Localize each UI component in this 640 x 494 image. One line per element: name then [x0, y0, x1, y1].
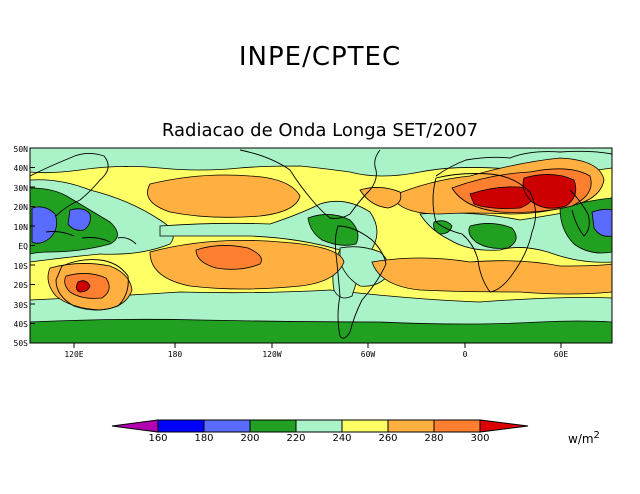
lat-label-40n: 40N: [13, 164, 28, 173]
lon-label-120e: 120E: [64, 350, 84, 359]
lat-label-eq: EQ: [18, 242, 28, 251]
region-central-america-green: [307, 214, 359, 246]
colorbar-swatch-240-260: [341, 419, 389, 433]
lat-label-30s: 30S: [13, 301, 28, 310]
lat-label-10s: 10S: [13, 262, 28, 271]
lat-ticks: [30, 147, 35, 344]
colorbar-label-160: 160: [148, 433, 168, 444]
colorbar-label-200: 200: [240, 433, 260, 444]
colorbar-label-180: 180: [194, 433, 214, 444]
lon-label-120w: 120W: [262, 350, 282, 359]
page-title: INPE/CPTEC: [238, 42, 402, 72]
region-central-pacific-deep-orange: [195, 245, 262, 270]
region-north-pacific-orange: [147, 174, 301, 218]
units-text: w/m: [568, 432, 594, 446]
olr-field: [30, 148, 612, 343]
region-arabia-red: [522, 174, 577, 209]
lat-label-20n: 20N: [13, 203, 28, 212]
lat-label-20s: 20S: [13, 281, 28, 290]
map-subtitle: Radiacao de Onda Longa SET/2007: [161, 120, 479, 141]
colorbar-swatch-gt300: [479, 419, 529, 433]
coast-india: [569, 189, 590, 237]
region-philippines-blue: [67, 208, 91, 231]
coast-europe: [435, 150, 612, 177]
region-africa-green: [468, 223, 517, 249]
colorbar-swatch-200-220: [249, 419, 297, 433]
colorbar-swatch-160-180: [157, 419, 205, 433]
colorbar-label-220: 220: [286, 433, 306, 444]
colorbar: [111, 419, 529, 433]
colorbar-label-260: 260: [378, 433, 398, 444]
coast-indonesia: [45, 231, 137, 245]
lat-label-50n: 50N: [13, 145, 28, 154]
coast-africa: [432, 173, 536, 293]
region-north-atlantic-orange: [359, 187, 402, 209]
colorbar-swatch-260-280: [387, 419, 435, 433]
lon-label-60w: 60W: [360, 350, 376, 359]
coast-south-america: [334, 225, 387, 339]
colorbar-swatch-280-300: [433, 419, 481, 433]
units-exponent: 2: [593, 430, 600, 441]
coastlines: [30, 149, 612, 339]
coast-australia: [55, 259, 129, 311]
colorbar-swatch-220-240: [295, 419, 343, 433]
colorbar-label-300: 300: [470, 433, 490, 444]
lon-ticks: [73, 343, 562, 348]
coast-asia: [30, 153, 109, 217]
lat-label-50s: 50S: [13, 339, 28, 348]
region-south-atlantic-orange: [371, 257, 612, 295]
colorbar-swatch-lt160: [111, 419, 159, 433]
colorbar-label-280: 280: [424, 433, 444, 444]
lat-label-30n: 30N: [13, 184, 28, 193]
region-warm-pool-blue: [31, 206, 58, 244]
region-south-green: [30, 318, 612, 343]
units-label: w/m2: [568, 430, 600, 446]
region-australia-red: [76, 280, 91, 293]
coast-north-america: [239, 149, 381, 219]
lon-label-0: 0: [462, 350, 468, 359]
lat-label-10n: 10N: [13, 223, 28, 232]
colorbar-swatch-180-200: [203, 419, 251, 433]
region-bay-of-bengal-blue: [591, 208, 612, 237]
colorbar-label-240: 240: [332, 433, 352, 444]
lat-label-40s: 40S: [13, 320, 28, 329]
lon-label-60e: 60E: [553, 350, 569, 359]
lon-label-180: 180: [167, 350, 183, 359]
